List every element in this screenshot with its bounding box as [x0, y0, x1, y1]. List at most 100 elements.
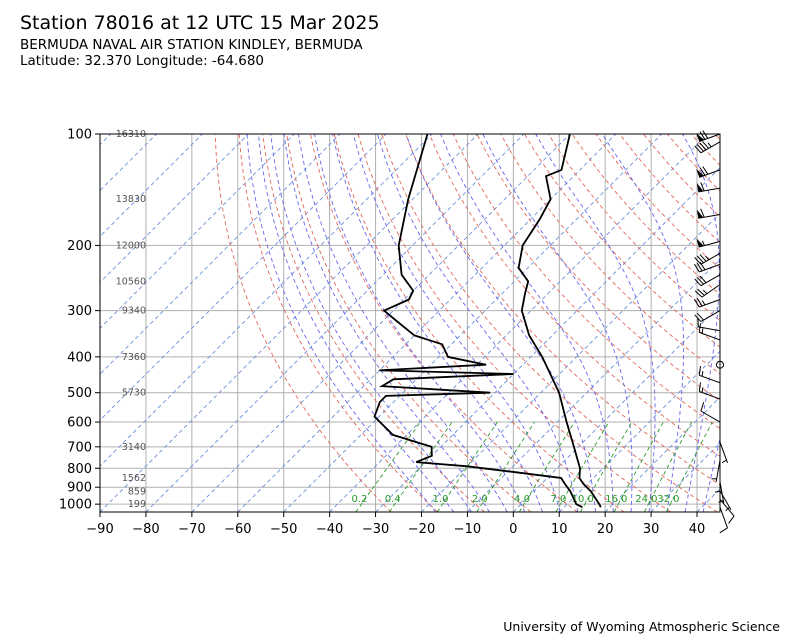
- x-tick-label: −50: [270, 522, 297, 537]
- wind-barb-staff: [719, 498, 735, 517]
- mixing-ratio-label: 32.0: [657, 494, 679, 505]
- wind-barb-staff: [700, 274, 721, 287]
- moist-adiabat-line: [601, 134, 685, 512]
- moist-adiabat-line: [332, 134, 543, 512]
- isotherm-line: [237, 134, 617, 512]
- dry-adiabat-line: [405, 134, 720, 486]
- isotherm-line: [145, 134, 525, 512]
- wind-barb-staff: [700, 310, 721, 323]
- dry-adiabat-line: [786, 134, 800, 512]
- wind-barb-full: [702, 141, 710, 149]
- isotherm-line: [696, 488, 720, 512]
- mixing-ratio-line: [666, 421, 713, 512]
- wind-barb-flag: [696, 238, 704, 248]
- x-tick-label: −40: [316, 522, 343, 537]
- isotherm-line: [100, 134, 249, 284]
- x-tick-label: −10: [454, 522, 481, 537]
- mixing-ratio-label: 0.2: [351, 494, 367, 505]
- dry-adiabat-line: [214, 134, 392, 512]
- mixing-ratio-label: 2.0: [472, 494, 488, 505]
- mixing-ratio-line: [613, 421, 664, 512]
- dry-adiabat-line: [739, 134, 800, 512]
- wind-barb-staff: [719, 441, 728, 463]
- wind-barb-full: [698, 323, 701, 333]
- x-tick-label: −70: [178, 522, 205, 537]
- x-tick-label: 40: [689, 522, 706, 537]
- isotherm-line: [0, 134, 19, 512]
- wind-barbs: [693, 130, 735, 534]
- isotherm-line: [100, 134, 111, 146]
- mixing-ratio-label: 1.0: [433, 494, 449, 505]
- y-tick-label: 900: [67, 481, 92, 496]
- wind-barb-staff: [719, 507, 728, 529]
- x-tick-label: −20: [408, 522, 435, 537]
- isotherm-line: [789, 134, 800, 512]
- wind-barb-full: [699, 131, 706, 140]
- wind-barb-staff: [698, 187, 721, 193]
- plot-frame: [99, 133, 721, 513]
- wind-barb-full: [694, 278, 702, 287]
- isotherm-line: [100, 134, 433, 467]
- wind-barb-staff: [700, 410, 721, 423]
- mixing-ratio-label: 16.0: [605, 494, 627, 505]
- wind-barb-full: [699, 167, 706, 176]
- dry-adiabat-line: [571, 134, 720, 295]
- dry-adiabat-line: [619, 134, 720, 243]
- dry-adiabat-line: [357, 134, 671, 512]
- mixing-ratio-line: [555, 421, 610, 512]
- wind-barb-half: [705, 255, 710, 261]
- station-location: Latitude: 32.370 Longitude: -64.680: [20, 53, 265, 69]
- isotherm-line: [512, 304, 720, 512]
- wind-barb-staff: [699, 391, 721, 400]
- wind-barb-half: [701, 371, 704, 377]
- wind-barb-half: [718, 500, 724, 503]
- dry-adiabat-line: [238, 134, 439, 512]
- wind-barb-staff: [719, 481, 725, 504]
- dry-adiabat-line: [309, 134, 578, 512]
- height-label: 7360: [122, 352, 146, 363]
- wind-barb-full: [700, 402, 705, 412]
- height-label: 13830: [116, 194, 146, 205]
- y-tick-label: 200: [67, 239, 92, 254]
- moist-adiabat-line: [376, 134, 579, 512]
- isotherm-line: [375, 166, 720, 512]
- mixing-ratio-line: [644, 421, 693, 512]
- mixing-ratio-label: 24.0: [635, 494, 657, 505]
- wind-barb-full: [693, 263, 700, 273]
- moist-adiabat-line: [405, 134, 596, 512]
- credit-text: University of Wyoming Atmospheric Scienc…: [503, 619, 780, 634]
- isotherm-line: [100, 134, 479, 512]
- wind-barb-staff: [700, 141, 721, 154]
- moist-adiabat-line: [246, 134, 437, 512]
- wind-barb-half: [701, 328, 704, 334]
- wind-barb-staff: [698, 326, 721, 332]
- wind-barb-full: [696, 312, 704, 321]
- moist-adiabat-line: [283, 134, 490, 512]
- moist-adiabat-line: [258, 134, 455, 512]
- wind-barb-full: [699, 254, 707, 262]
- y-tick-label: 400: [67, 350, 92, 365]
- height-label: 3140: [122, 442, 146, 453]
- wind-barb-full: [696, 297, 703, 307]
- wind-barb-full: [702, 166, 709, 175]
- moist-adiabat-line: [270, 134, 472, 512]
- x-tick-label: −30: [362, 522, 389, 537]
- wind-barb-full: [699, 275, 707, 284]
- isotherm-line: [100, 134, 387, 421]
- wind-barb-full: [696, 277, 704, 285]
- wind-barb-half: [714, 490, 721, 493]
- dry-adiabat-line: [666, 134, 720, 192]
- isotherm-line: [100, 134, 341, 375]
- mixing-ratio-line: [388, 421, 453, 512]
- chart-title: Station 78016 at 12 UTC 15 Mar 2025: [20, 12, 380, 34]
- x-tick-label: 20: [597, 522, 614, 537]
- wind-barb-full: [696, 255, 704, 264]
- wind-barb-full: [698, 366, 701, 376]
- wind-barb-half: [702, 289, 708, 295]
- wind-barb-staff: [701, 284, 721, 298]
- wind-barb-full: [699, 261, 706, 271]
- wind-barb-staff: [699, 263, 721, 273]
- isotherm-line: [100, 134, 295, 329]
- wind-barb-calm: [716, 360, 724, 369]
